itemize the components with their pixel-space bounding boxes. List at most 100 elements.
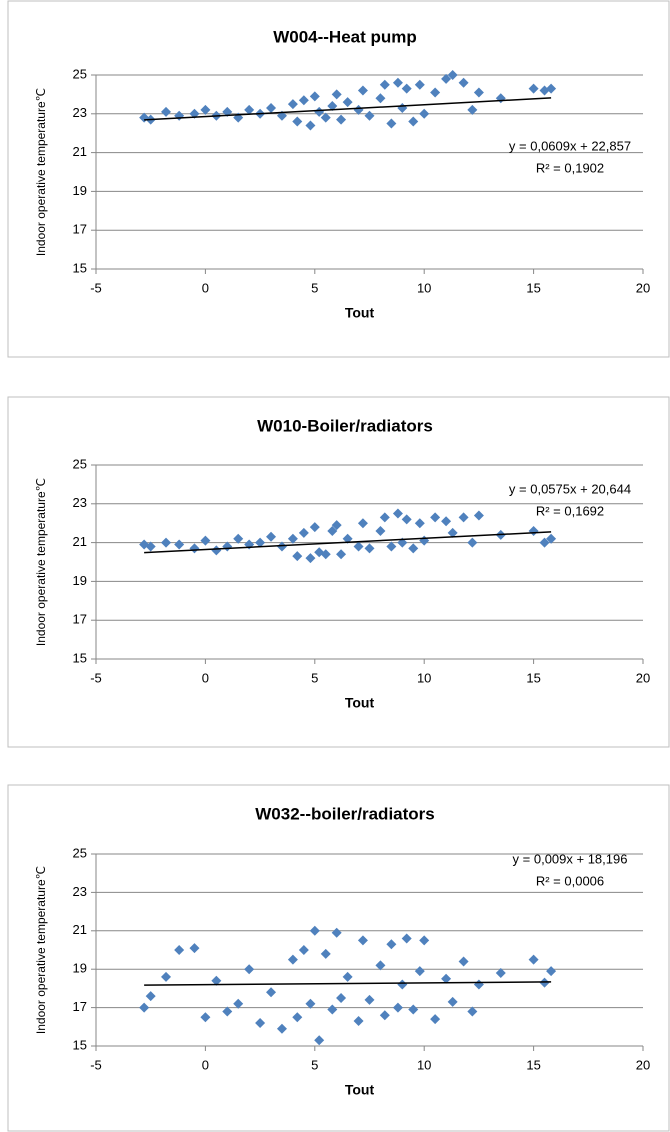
y-tick-label: 23	[73, 105, 87, 120]
data-point	[298, 95, 309, 106]
data-point	[419, 108, 430, 119]
data-point	[320, 112, 331, 123]
data-point	[408, 116, 419, 127]
data-point	[200, 535, 211, 546]
data-point	[139, 1002, 150, 1013]
data-point	[447, 996, 458, 1007]
data-point	[375, 525, 386, 536]
data-point	[414, 966, 425, 977]
data-point	[320, 948, 331, 959]
trend-equation: y = 0,009x + 18,196	[513, 851, 628, 866]
data-point	[305, 998, 316, 1009]
data-point	[211, 975, 222, 986]
data-point	[145, 991, 156, 1002]
trendline	[144, 531, 552, 554]
data-point	[528, 525, 539, 536]
trend-equation: y = 0,0575x + 20,644	[509, 481, 631, 496]
data-point	[539, 537, 550, 548]
data-point	[401, 933, 412, 944]
data-point	[430, 87, 441, 98]
data-point	[327, 101, 338, 112]
data-point	[211, 545, 222, 556]
data-point	[528, 954, 539, 965]
data-point	[200, 1012, 211, 1023]
x-axis-title: Tout	[345, 695, 375, 711]
chart-frame	[7, 396, 670, 748]
data-point	[495, 968, 506, 979]
data-point	[353, 541, 364, 552]
data-point	[336, 114, 347, 125]
chart-title: W004--Heat pump	[273, 27, 417, 46]
y-tick-label: 19	[73, 961, 87, 976]
x-tick-label: 20	[636, 280, 650, 295]
trend-equation: R² = 0,0006	[536, 873, 604, 888]
data-point	[401, 514, 412, 525]
data-point	[379, 79, 390, 90]
data-point	[473, 979, 484, 990]
data-point	[336, 993, 347, 1003]
data-point	[397, 979, 408, 990]
data-point	[528, 83, 539, 94]
data-point	[327, 525, 338, 536]
data-point	[357, 518, 368, 529]
data-point	[342, 533, 353, 544]
x-tick-label: 5	[311, 670, 318, 685]
data-point	[200, 104, 211, 115]
data-point	[467, 1006, 478, 1017]
trend-equation: y = 0,0609x + 22,857	[509, 138, 631, 153]
data-point	[305, 553, 316, 564]
data-point	[419, 535, 430, 546]
data-point	[441, 516, 452, 527]
data-point	[233, 998, 244, 1009]
data-point	[266, 987, 277, 998]
data-point	[292, 116, 303, 127]
y-tick-label: 17	[73, 999, 87, 1014]
data-point	[255, 537, 266, 548]
data-point	[331, 927, 342, 938]
data-point	[546, 966, 557, 977]
y-tick-label: 15	[73, 650, 87, 665]
x-tick-label: 10	[417, 670, 431, 685]
data-point	[222, 106, 233, 117]
y-tick-label: 17	[73, 612, 87, 627]
y-axis-title: Indoor operative temperature℃	[34, 478, 48, 646]
data-point	[174, 945, 185, 955]
data-point	[364, 994, 375, 1005]
data-point	[430, 512, 441, 523]
data-point	[233, 533, 244, 544]
data-point	[189, 543, 200, 554]
chart-frame	[7, 784, 670, 1132]
data-point	[320, 549, 331, 560]
y-tick-label: 19	[73, 183, 87, 198]
x-tick-label: 0	[202, 670, 209, 685]
data-point	[309, 522, 320, 533]
y-tick-label: 15	[73, 260, 87, 275]
data-point	[174, 110, 185, 121]
data-point	[174, 539, 185, 550]
y-tick-label: 17	[73, 222, 87, 237]
data-point	[244, 104, 255, 115]
data-point	[392, 508, 403, 519]
y-axis-title: Indoor operative temperature℃	[34, 88, 48, 256]
data-point	[336, 549, 347, 560]
data-point	[255, 1017, 266, 1028]
data-point	[447, 527, 458, 538]
data-point	[357, 935, 368, 946]
data-point	[266, 531, 277, 542]
data-point	[458, 512, 469, 523]
data-point	[458, 956, 469, 967]
y-tick-label: 25	[73, 456, 87, 471]
data-point	[430, 1014, 441, 1025]
data-point	[276, 1023, 287, 1034]
data-point	[458, 77, 469, 88]
x-tick-label: 10	[417, 280, 431, 295]
x-tick-label: 15	[526, 280, 540, 295]
data-point	[392, 77, 403, 88]
data-point	[287, 533, 298, 544]
y-tick-label: 15	[73, 1037, 87, 1052]
data-point	[357, 85, 368, 96]
trendline	[144, 981, 552, 986]
data-point	[287, 954, 298, 965]
data-point	[495, 93, 506, 104]
